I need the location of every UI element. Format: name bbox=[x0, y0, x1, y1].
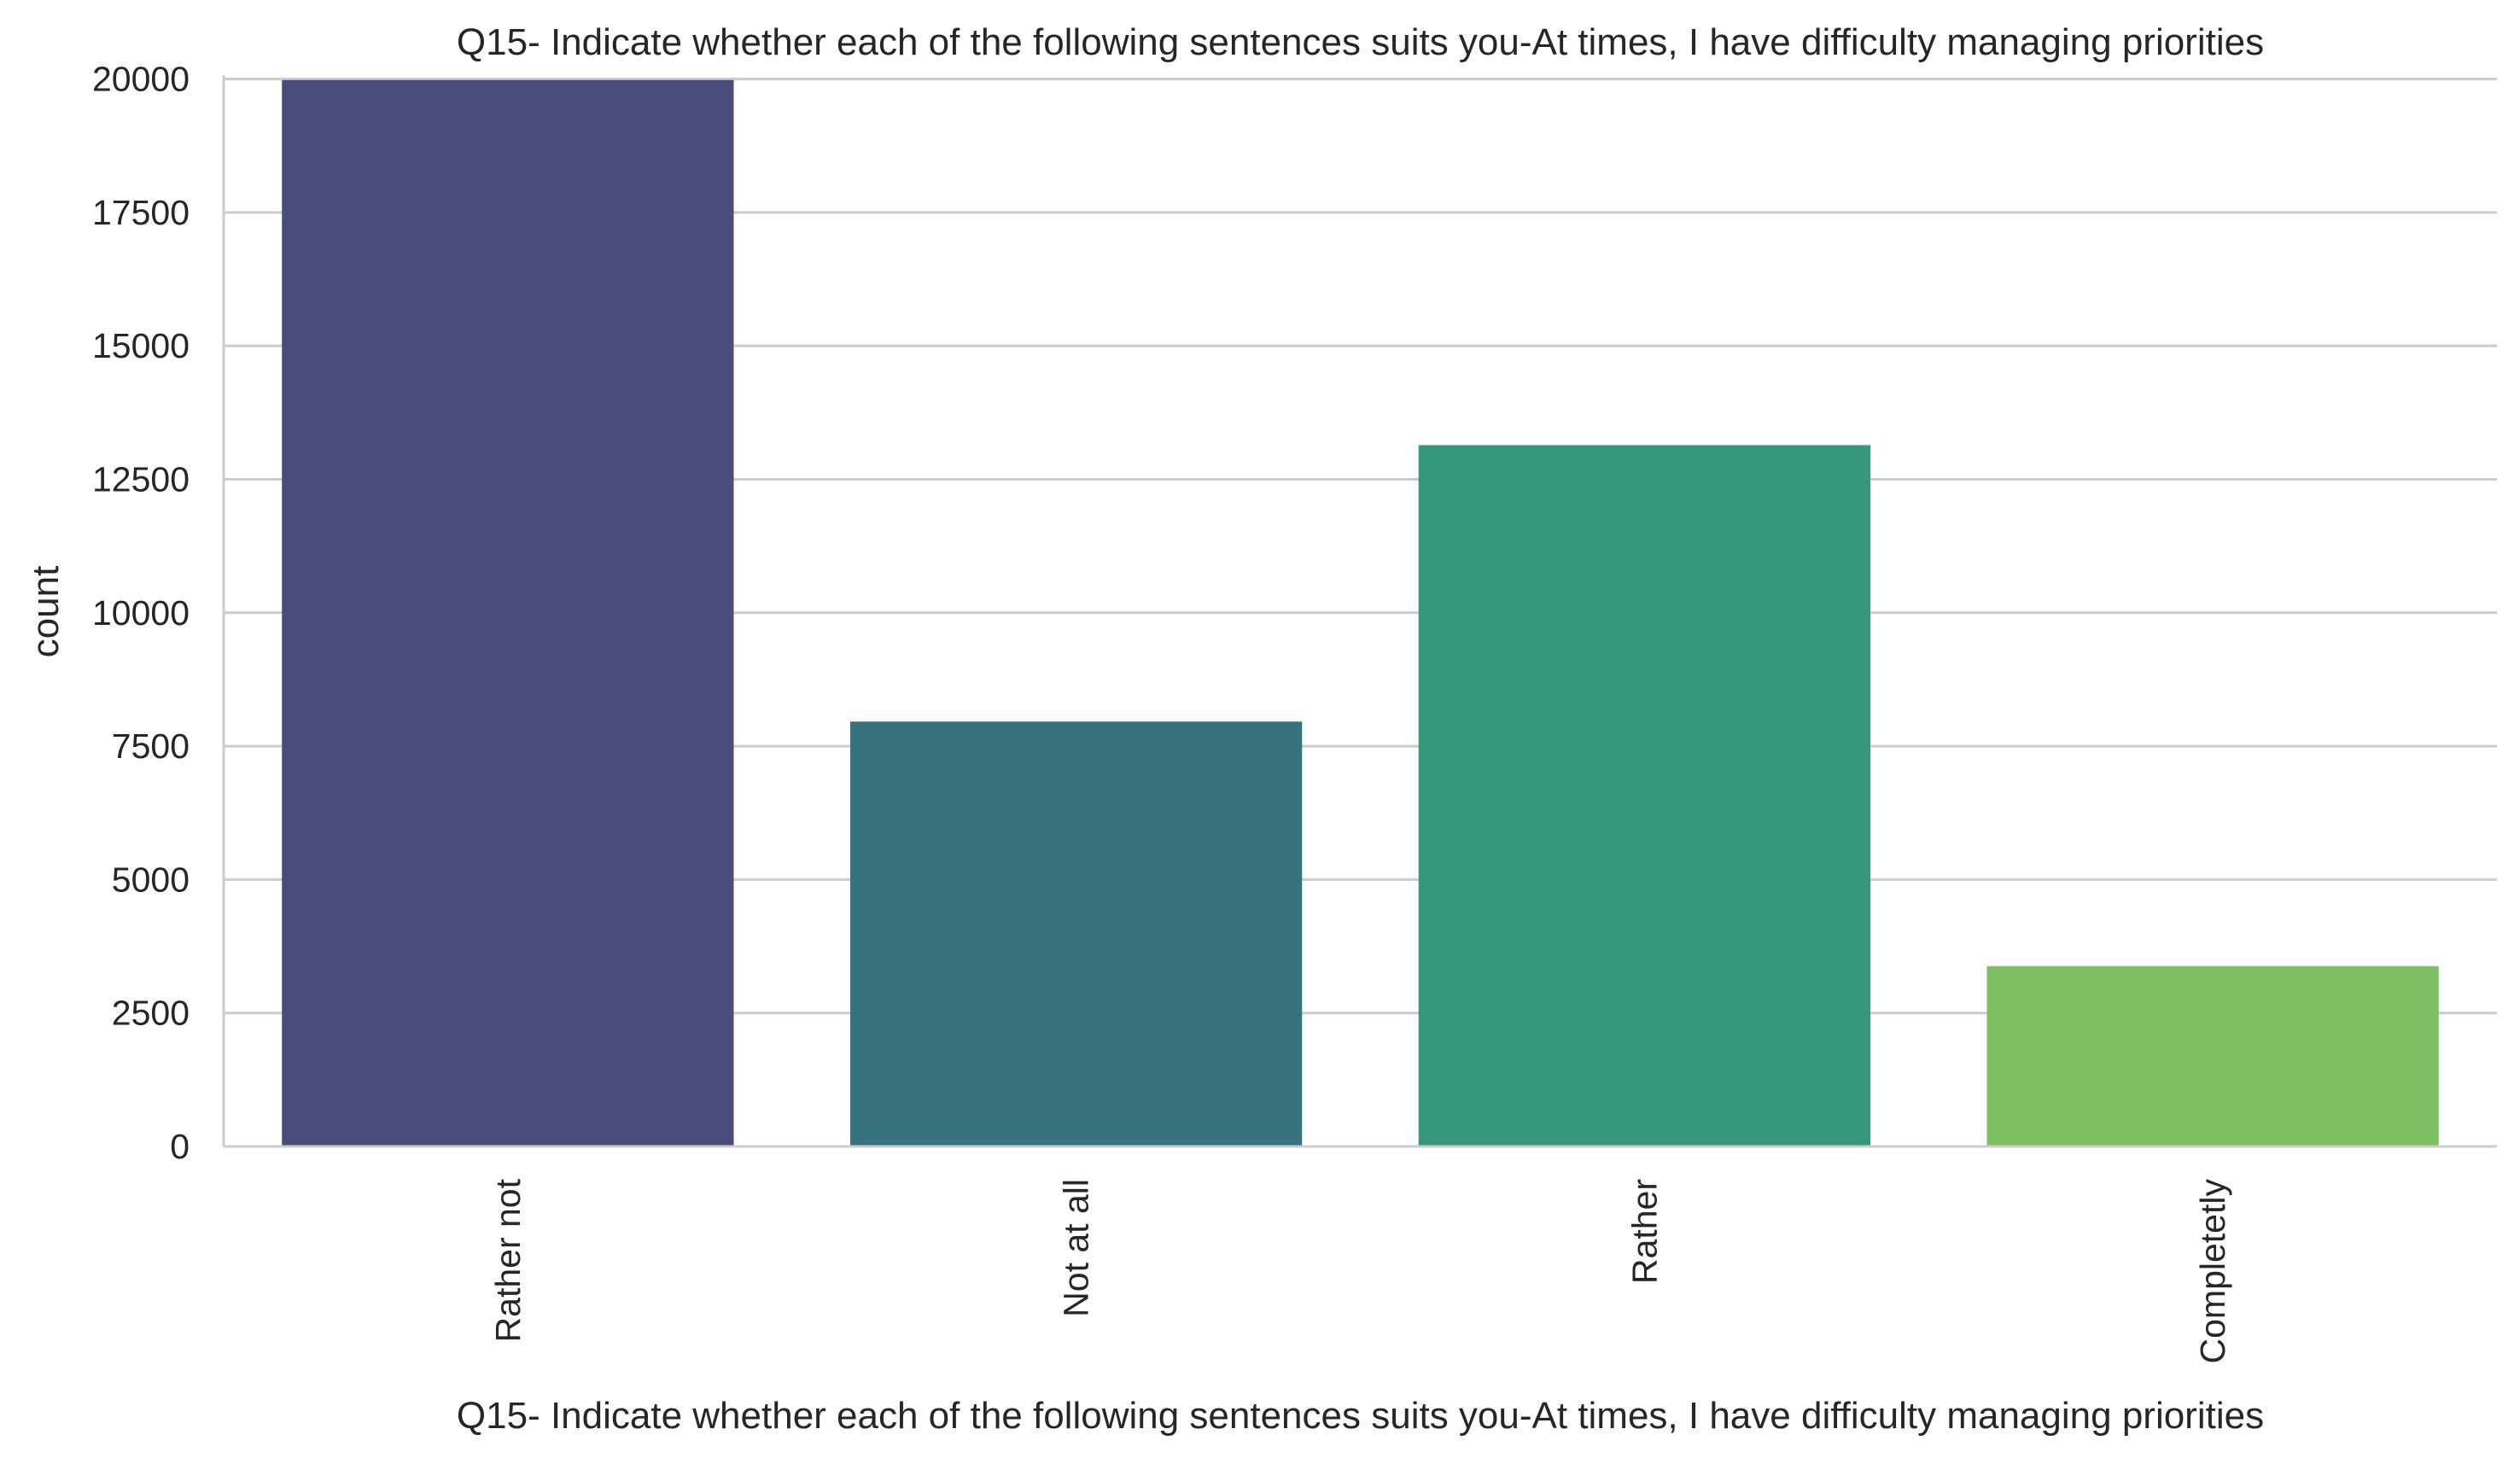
x-tick-labels: Rather not Not at all Rather Completetly bbox=[488, 1178, 2232, 1363]
x-tick-label: Not at all bbox=[1057, 1179, 1096, 1317]
y-tick-labels: 0 2500 5000 7500 10000 12500 15000 17500 20000 bbox=[92, 60, 190, 1166]
bar-completetly bbox=[1986, 965, 2439, 1146]
y-tick-label: 15000 bbox=[92, 326, 190, 365]
y-tick-label: 12500 bbox=[92, 459, 190, 499]
x-axis-title: Q15- Indicate whether each of the follow… bbox=[457, 1395, 2264, 1437]
y-tick-label: 7500 bbox=[112, 726, 190, 766]
y-tick-label: 17500 bbox=[92, 193, 190, 232]
bar-not-at-all bbox=[849, 721, 1303, 1146]
x-tick-label: Rather not bbox=[488, 1178, 528, 1342]
axes bbox=[222, 75, 2497, 1148]
y-tick-label: 5000 bbox=[112, 860, 190, 899]
bar-rather bbox=[1418, 445, 1871, 1146]
y-tick-label: 2500 bbox=[112, 994, 190, 1033]
bar-rather-not bbox=[282, 79, 734, 1146]
y-tick-label: 10000 bbox=[92, 593, 190, 633]
y-tick-label: 0 bbox=[170, 1127, 190, 1166]
x-tick-label: Completetly bbox=[2193, 1179, 2232, 1364]
chart-title: Q15- Indicate whether each of the follow… bbox=[457, 21, 2264, 63]
y-axis-title: count bbox=[25, 566, 67, 658]
bars bbox=[282, 79, 2439, 1146]
y-tick-label: 20000 bbox=[92, 60, 190, 99]
x-tick-label: Rather bbox=[1625, 1179, 1664, 1284]
